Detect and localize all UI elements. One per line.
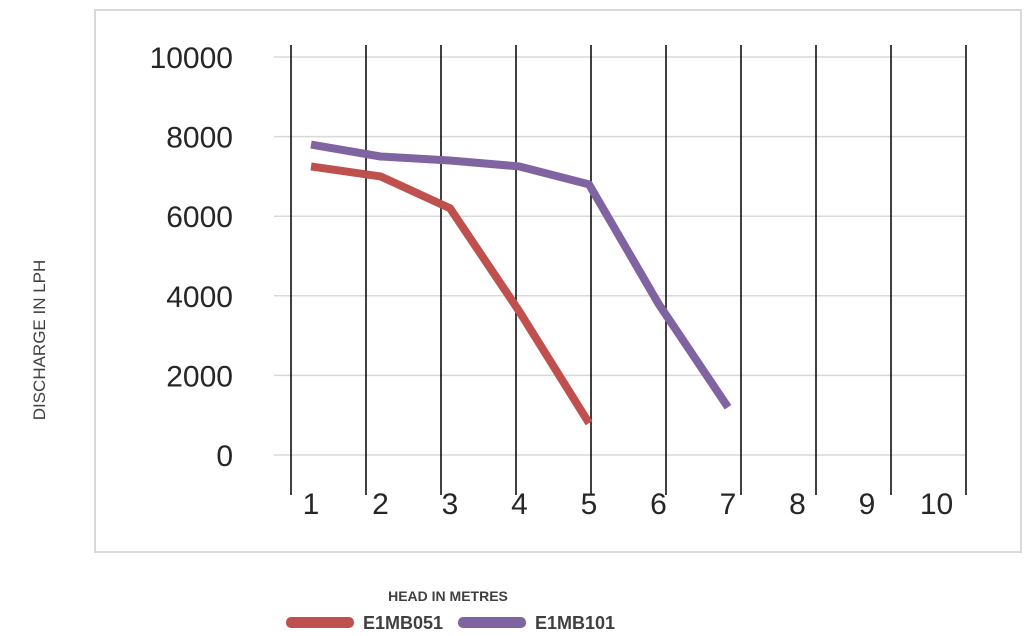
x-tick-4: 4 xyxy=(511,488,528,521)
x-tick-2: 2 xyxy=(372,488,389,521)
x-axis-title: HEAD IN METRES xyxy=(388,588,508,604)
x-tick-9: 9 xyxy=(859,488,876,521)
legend-swatch-e1mb051 xyxy=(286,617,354,628)
legend-label-e1mb051: E1MB051 xyxy=(363,613,443,633)
vertical-gridlines xyxy=(290,45,967,495)
y-tick-0: 0 xyxy=(216,440,233,473)
y-axis-title: DISCHARGE IN LPH xyxy=(30,260,49,421)
x-tick-10: 10 xyxy=(920,488,953,521)
series-line-e1mb051 xyxy=(310,162,593,426)
series-line-e1mb101 xyxy=(310,140,732,410)
x-tick-5: 5 xyxy=(581,488,598,521)
chart-frame xyxy=(94,9,1022,553)
x-tick-7: 7 xyxy=(720,488,737,521)
y-tick-10000: 10000 xyxy=(150,42,233,75)
x-tick-3: 3 xyxy=(442,488,459,521)
y-tick-6000: 6000 xyxy=(166,201,233,234)
y-tick-labels: 0 2000 4000 6000 8000 10000 xyxy=(150,42,233,473)
horizontal-gridlines xyxy=(274,56,965,456)
y-tick-8000: 8000 xyxy=(166,122,233,155)
y-tick-4000: 4000 xyxy=(166,281,233,314)
x-tick-1: 1 xyxy=(303,488,320,521)
legend-swatch-e1mb101 xyxy=(458,617,526,628)
legend-label-e1mb101: E1MB101 xyxy=(535,613,615,633)
series-lines xyxy=(310,140,732,426)
x-tick-8: 8 xyxy=(789,488,806,521)
x-tick-6: 6 xyxy=(650,488,667,521)
legend: E1MB051 E1MB101 xyxy=(286,613,615,633)
x-tick-labels: 1 2 3 4 5 6 7 8 9 10 xyxy=(303,488,954,521)
y-tick-2000: 2000 xyxy=(166,360,233,393)
